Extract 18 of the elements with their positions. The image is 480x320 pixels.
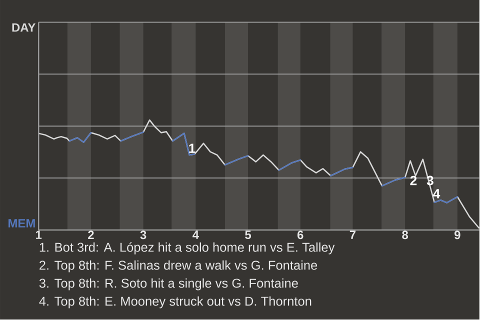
x-tick-label: 9 xyxy=(454,230,460,240)
text: 3. Top 8th: R. Soto hit a single vs G. Fontaine xyxy=(39,278,298,290)
x-tick-label: 5 xyxy=(245,230,252,240)
ref-line-label: MEM xyxy=(8,219,35,228)
ref-line-label: DAY xyxy=(12,24,36,32)
x-tick-label: 8 xyxy=(402,230,408,240)
x-tick-label: 7 xyxy=(350,230,356,240)
text: 1. Bot 3rd: A. López hit a solo home run vs E. Talley xyxy=(40,242,335,255)
text: 4. Top 8th: E. Mooney struck out vs D. Thornton xyxy=(39,296,312,308)
annotation: 4 xyxy=(432,189,440,198)
x-tick-label: 4 xyxy=(192,230,199,240)
annotation: 2 xyxy=(410,176,417,186)
annotation: 1 xyxy=(189,144,196,154)
text: 2. Top 8th: F. Salinas drew a walk vs G. Fontaine xyxy=(40,260,318,273)
x-tick-label: 3 xyxy=(140,230,146,240)
x-tick-label: 2 xyxy=(88,230,94,240)
x-tick-label: 1 xyxy=(36,230,42,240)
x-tick-label: 6 xyxy=(297,230,304,240)
